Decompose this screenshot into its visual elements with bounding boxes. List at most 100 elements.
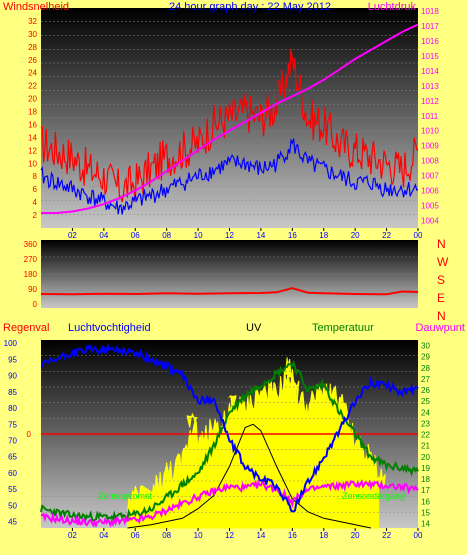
axis-tick-label: 100 — [4, 339, 18, 348]
axis-tick-label: 1004 — [421, 217, 439, 226]
compass-letter: E — [437, 291, 445, 305]
hour-tick-label: 00 — [414, 231, 423, 240]
axis-tick-label: 2 — [33, 211, 38, 220]
axis-tick-label: 28 — [28, 43, 37, 52]
hour-tick-label: 02 — [68, 231, 77, 240]
axis-tick-label: 23 — [421, 419, 430, 428]
axis-tick-label: 1013 — [421, 82, 439, 91]
axis-tick-label: 80 — [8, 404, 17, 413]
panel-top-hour-ticks: 02 04 06 08 10 12 14 16 18 20 22 00 — [68, 228, 423, 240]
axis-tick-label: 22 — [28, 82, 37, 91]
axis-tick-label: 6 — [33, 185, 38, 194]
hour-tick-label: 12 — [225, 231, 234, 240]
temperature-line — [40, 359, 419, 523]
axis-tick-label: 19 — [421, 464, 430, 473]
hour-tick-label: 08 — [162, 231, 171, 240]
dewpoint-label: Dauwpunt — [415, 322, 465, 334]
wind-gust-line — [40, 48, 419, 203]
axis-tick-label: 1011 — [421, 112, 439, 121]
axis-tick-label: 20 — [28, 95, 37, 104]
temperature-label: Temperatuur — [312, 322, 374, 334]
humidity-label: Luchtvochtigheid — [68, 322, 151, 334]
hour-tick-label: 02 — [68, 531, 77, 540]
wind-speed-label: Windsnelheid — [3, 1, 69, 13]
uv-label: UV — [246, 322, 262, 334]
pressure-line — [41, 23, 419, 214]
axis-tick-label: 18 — [421, 475, 430, 484]
hour-tick-label: 06 — [131, 231, 140, 240]
axis-tick-label: 22 — [421, 431, 430, 440]
axis-tick-label: 21 — [421, 442, 430, 451]
compass-letter: W — [437, 255, 449, 269]
axis-tick-label: 4 — [33, 198, 38, 207]
hour-tick-label: 16 — [288, 231, 297, 240]
uv-area — [126, 357, 386, 529]
axis-tick-label: 32 — [28, 17, 37, 26]
hour-tick-label: 22 — [382, 531, 391, 540]
axis-tick-label: 16 — [28, 120, 37, 129]
axis-tick-label: 0 — [33, 300, 38, 309]
axis-tick-label: 1007 — [421, 172, 439, 181]
humidity-ticks: 45 50 55 60 65 70 75 80 85 90 95 100 — [4, 339, 18, 526]
axis-tick-label: 24 — [28, 69, 37, 78]
axis-tick-label: 28 — [421, 364, 430, 373]
hour-tick-label: 04 — [99, 531, 108, 540]
wind-average-line — [40, 138, 419, 215]
axis-tick-label: 75 — [8, 420, 17, 429]
axis-tick-label: 1017 — [421, 22, 439, 31]
hour-tick-label: 22 — [382, 231, 391, 240]
axis-tick-label: 90 — [8, 372, 17, 381]
hour-tick-label: 18 — [319, 531, 328, 540]
axis-tick-label: 1018 — [421, 7, 439, 16]
hour-tick-label: 18 — [319, 231, 328, 240]
sunset-label: Zonsondergang — [342, 491, 405, 501]
axis-tick-label: 10 — [28, 159, 37, 168]
axis-tick-label: 30 — [421, 342, 430, 351]
panel-bottom-hour-ticks: 02 04 06 08 10 12 14 16 18 20 22 00 — [68, 528, 423, 540]
axis-tick-label: 360 — [24, 240, 38, 249]
compass-letter: N — [437, 237, 446, 251]
axis-tick-label: 1005 — [421, 202, 439, 211]
hour-tick-label: 06 — [131, 531, 140, 540]
hour-tick-label: 00 — [414, 531, 423, 540]
hour-tick-label: 16 — [288, 531, 297, 540]
axis-tick-label: 25 — [421, 397, 430, 406]
rain-tick: 0 — [27, 430, 32, 439]
axis-tick-label: 15 — [421, 508, 430, 517]
humidity-line — [40, 342, 419, 513]
axis-tick-label: 26 — [28, 56, 37, 65]
hour-tick-label: 10 — [194, 531, 203, 540]
hour-tick-label: 14 — [256, 531, 265, 540]
axis-tick-label: 1014 — [421, 67, 439, 76]
pressure-ticks: 1004 1005 1006 1007 1008 1009 1010 1011 1012 1013… — [421, 7, 439, 226]
dewpoint-line — [40, 479, 419, 528]
axis-tick-label: 16 — [421, 497, 430, 506]
hour-tick-label: 04 — [99, 231, 108, 240]
axis-tick-label: 1008 — [421, 157, 439, 166]
axis-tick-label: 8 — [33, 172, 38, 181]
axis-tick-label: 45 — [8, 518, 17, 527]
hour-tick-label: 20 — [351, 531, 360, 540]
axis-tick-label: 18 — [28, 108, 37, 117]
axis-tick-label: 1015 — [421, 52, 439, 61]
axis-tick-label: 60 — [8, 469, 17, 478]
axis-tick-label: 27 — [421, 375, 430, 384]
hour-tick-label: 14 — [256, 231, 265, 240]
axis-tick-label: 1009 — [421, 142, 439, 151]
compass-letter: N — [437, 309, 446, 323]
axis-tick-label: 29 — [421, 353, 430, 362]
hour-tick-label: 12 — [225, 531, 234, 540]
axis-tick-label: 180 — [24, 270, 38, 279]
hour-tick-label: 20 — [351, 231, 360, 240]
rain-label: Regenval — [3, 322, 49, 334]
axis-tick-label: 20 — [421, 453, 430, 462]
axis-tick-label: 14 — [28, 133, 37, 142]
axis-tick-label: 1010 — [421, 127, 439, 136]
wind-direction-ticks: 0 90 180 270 360 — [24, 240, 38, 309]
axis-tick-label: 65 — [8, 453, 17, 462]
axis-tick-label: 55 — [8, 485, 17, 494]
compass-letter: S — [437, 273, 445, 287]
